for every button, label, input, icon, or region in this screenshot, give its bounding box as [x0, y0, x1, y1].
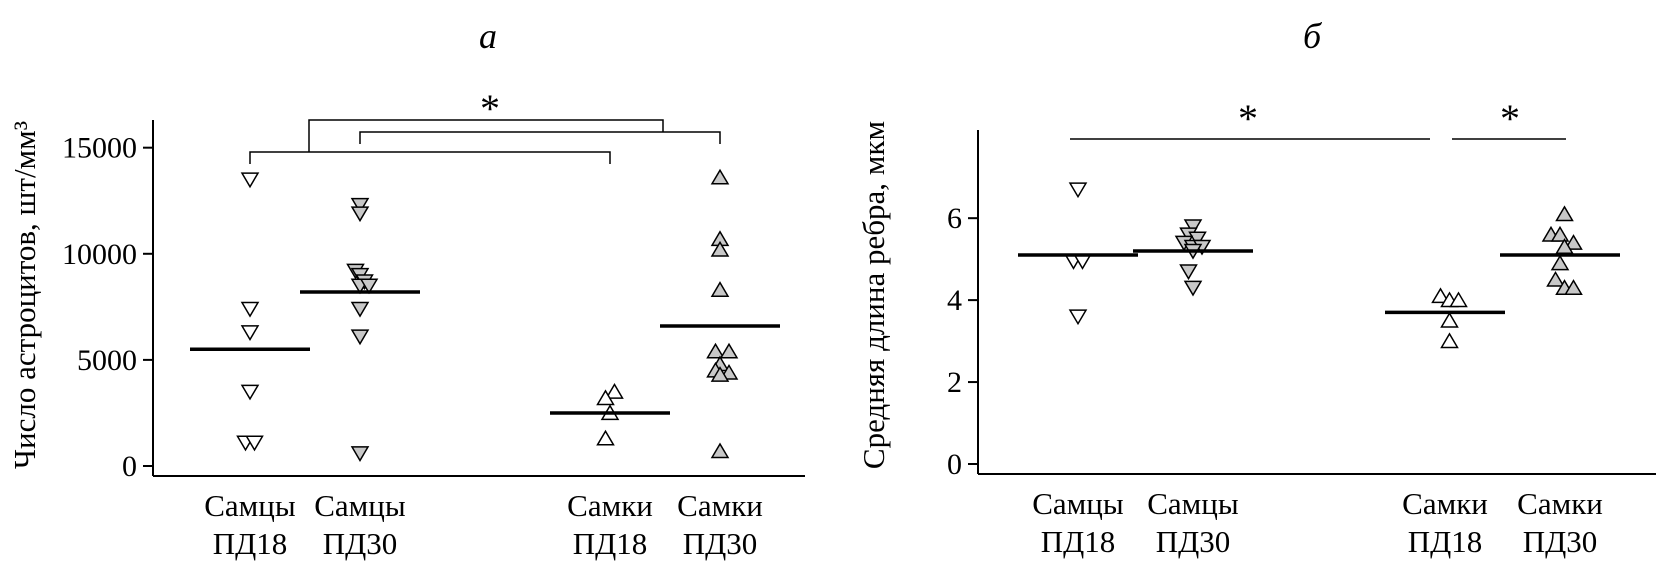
y-tick-label: 4	[947, 284, 962, 317]
data-point	[1449, 291, 1468, 308]
y-tick-label: 0	[947, 448, 962, 481]
data-point	[1440, 311, 1459, 328]
data-point	[1550, 225, 1570, 242]
data-point	[1546, 270, 1565, 287]
data-point	[359, 278, 379, 295]
data-point	[1564, 234, 1583, 250]
data-point	[240, 384, 260, 401]
data-point	[240, 325, 260, 341]
category-label: ПД30	[1523, 524, 1598, 559]
data-point	[240, 172, 260, 189]
data-point	[1068, 309, 1088, 326]
data-point	[1068, 182, 1088, 199]
data-point	[719, 342, 739, 359]
category-label: Самцы	[1032, 486, 1124, 521]
data-point	[706, 342, 725, 359]
data-point	[1555, 238, 1574, 255]
data-point	[1179, 264, 1198, 281]
panel-title: а	[479, 16, 497, 56]
data-point	[596, 429, 615, 446]
panel-a: 0 5000 10000 15000 Число астроцитов, шт/мм³ а…	[7, 16, 805, 561]
category-label: ПД30	[1156, 524, 1231, 559]
y-tick-label: 2	[947, 366, 962, 399]
category-label: Самцы	[1147, 486, 1239, 521]
data-point	[240, 301, 260, 318]
category-label: Самки	[677, 488, 763, 523]
data-point	[350, 446, 370, 462]
panel-title: б	[1303, 16, 1323, 56]
data-point	[596, 389, 615, 406]
category-label: ПД18	[1041, 524, 1116, 559]
category-label: ПД18	[573, 526, 648, 561]
significance-star: *	[1500, 96, 1520, 141]
data-point	[350, 329, 370, 346]
significance-bracket	[359, 131, 721, 144]
y-axis-label: Средняя длина ребра, мкм	[856, 121, 891, 469]
significance-bracket	[249, 151, 611, 164]
category-label: Самки	[1517, 486, 1603, 521]
data-point	[1440, 332, 1459, 349]
y-tick-label: 10000	[62, 238, 137, 271]
data-point	[1431, 287, 1450, 304]
data-point	[1550, 254, 1570, 271]
y-tick-label: 15000	[62, 132, 137, 165]
category-label: ПД30	[683, 526, 758, 561]
category-label: Самки	[567, 488, 653, 523]
significance-star: *	[1238, 96, 1258, 141]
data-point	[710, 366, 730, 382]
significance-star: *	[480, 86, 500, 131]
data-point	[1564, 279, 1583, 295]
data-point	[1183, 219, 1203, 236]
category-label: Самцы	[314, 488, 406, 523]
data-point	[350, 206, 370, 223]
data-point	[710, 281, 730, 298]
y-tick-label: 6	[947, 202, 962, 235]
significance-bracket	[308, 119, 664, 152]
data-point	[1188, 231, 1207, 248]
data-point	[710, 442, 730, 459]
data-point	[350, 197, 370, 214]
category-label: Самки	[1402, 486, 1488, 521]
category-label: ПД30	[323, 526, 398, 561]
data-point	[245, 435, 264, 452]
y-tick-label: 0	[122, 450, 137, 483]
y-axis-label: Число астроцитов, шт/мм³	[7, 121, 42, 469]
category-label: ПД18	[213, 526, 288, 561]
data-point	[1555, 205, 1574, 222]
data-point	[350, 301, 370, 318]
data-point	[1183, 280, 1203, 297]
data-point	[605, 383, 624, 399]
y-tick-label: 5000	[77, 344, 137, 377]
data-point	[710, 168, 730, 185]
category-label: Самцы	[204, 488, 296, 523]
data-point	[710, 240, 730, 257]
category-label: ПД18	[1408, 524, 1483, 559]
